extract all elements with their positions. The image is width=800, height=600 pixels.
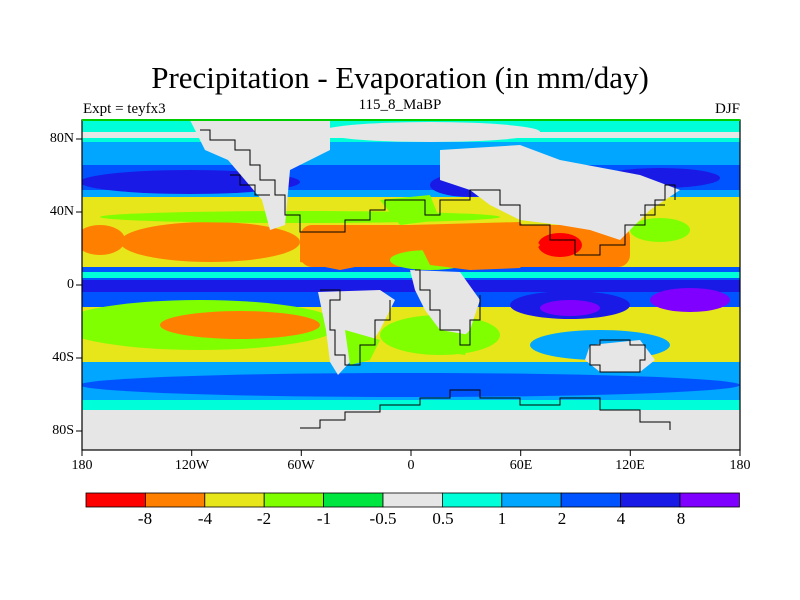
coast-eurasia <box>410 189 665 256</box>
coast-australia <box>589 339 646 373</box>
colorbar-swatch <box>144 492 206 508</box>
xtick-180w: 180 <box>71 458 93 473</box>
cb-label-m8: -8 <box>137 509 153 528</box>
africa-sahara <box>410 222 540 270</box>
arctic-white <box>320 122 540 142</box>
ytick-40n: 40N <box>49 204 74 219</box>
sa-green <box>345 330 380 365</box>
antarctic-interior-1 <box>150 404 330 432</box>
cb-label-p1: 1 <box>497 509 507 528</box>
field-layer <box>82 120 740 450</box>
colorbar <box>85 492 740 508</box>
coast-asia-north <box>230 174 270 196</box>
dry-sh-pac-core <box>160 311 320 339</box>
colorbar-swatch <box>204 492 265 508</box>
coast-antarctica <box>300 389 671 430</box>
colorbar-swatch <box>620 492 681 508</box>
colorbar-swatch <box>382 492 443 508</box>
colorbar-swatch <box>679 492 740 508</box>
colorbar-swatch <box>263 492 325 508</box>
dry-west <box>82 225 125 255</box>
colorbar-swatch <box>85 492 146 508</box>
ytick-0: 0 <box>67 277 74 292</box>
africa-green <box>440 330 470 355</box>
itcz-peak-2 <box>650 288 730 312</box>
colorbar-swatch <box>501 492 562 508</box>
coast-na <box>200 129 330 233</box>
cb-label-p8: 8 <box>676 509 686 528</box>
cb-label-p2: 2 <box>557 509 567 528</box>
cb-label-p05: 0.5 <box>432 509 454 528</box>
colorbar-swatch <box>323 492 384 508</box>
xtick-120w: 120W <box>174 458 210 473</box>
asia <box>440 145 680 240</box>
na-dry <box>300 228 410 270</box>
xtick-120e: 120E <box>615 458 645 473</box>
eq-cyan <box>82 272 740 278</box>
dry-pacific-n <box>120 222 300 262</box>
experiment-label: Expt = teyfx3 <box>83 101 166 117</box>
coast-africa <box>415 269 481 346</box>
antarctic-interior-3 <box>320 406 440 426</box>
cb-label-p4: 4 <box>616 509 626 528</box>
very-dry-asia <box>538 233 582 257</box>
xtick-0: 0 <box>407 458 415 473</box>
period-label: 115_8_MaBP <box>358 97 442 113</box>
itcz-strong <box>82 280 740 292</box>
colorbar-swatch <box>560 492 622 508</box>
cb-label-m4: -4 <box>197 509 213 528</box>
africa <box>410 270 480 345</box>
ytick-80s: 80S <box>52 423 74 438</box>
xtick-180e: 180 <box>729 458 751 473</box>
australia <box>585 340 655 372</box>
season-label: DJF <box>714 101 740 117</box>
green-patch-2 <box>630 218 690 242</box>
cb-label-m05: -0.5 <box>369 509 397 528</box>
coast-na-east <box>330 199 410 233</box>
cb-label-m1: -1 <box>316 509 332 528</box>
coast-asia-east <box>640 184 676 216</box>
plot-title: Precipitation - Evaporation (in mm/day) <box>151 60 649 95</box>
xtick-60w: 60W <box>287 458 315 473</box>
colorbar-swatch <box>441 492 503 508</box>
south-america <box>318 290 395 375</box>
xtick-60e: 60E <box>509 458 533 473</box>
sh-storm <box>82 373 740 397</box>
itcz-max <box>540 300 600 316</box>
ytick-40s: 40S <box>52 350 74 365</box>
tick-marks <box>76 138 741 456</box>
cb-label-m2: -2 <box>256 509 272 528</box>
coastlines <box>200 129 676 430</box>
ytick-80n: 80N <box>49 131 74 146</box>
coast-sa <box>320 289 391 366</box>
